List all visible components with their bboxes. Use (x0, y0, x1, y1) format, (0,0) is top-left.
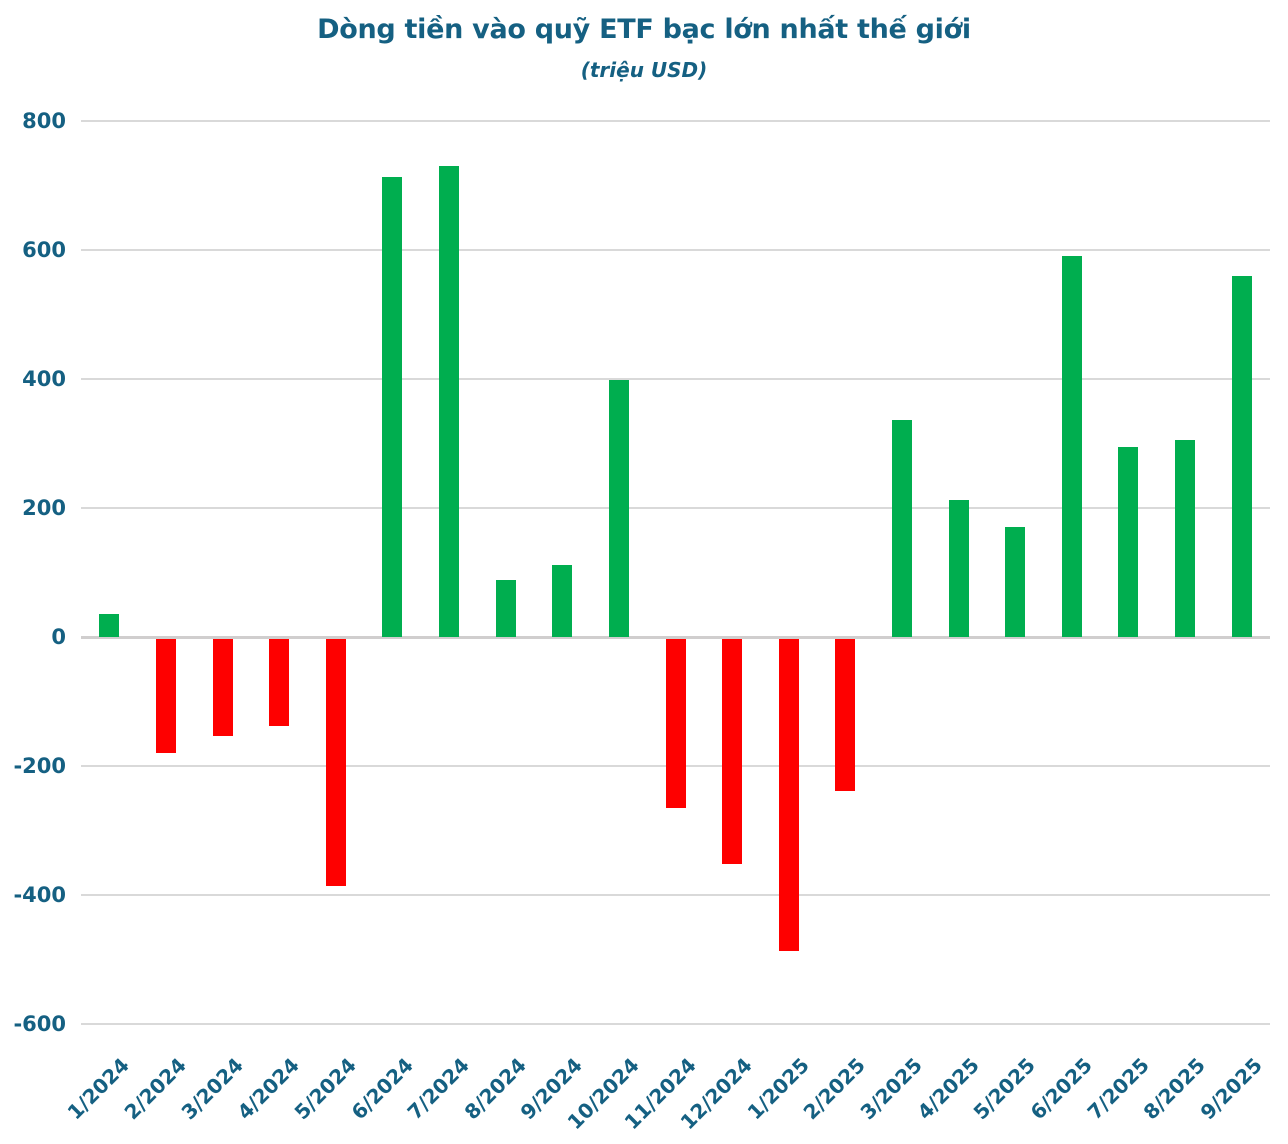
bar-12-2024 (722, 638, 743, 864)
x-axis-category-label: 5/2025 (968, 1053, 1041, 1125)
y-gridline (81, 1023, 1270, 1025)
bar-8-2024 (495, 580, 516, 637)
bar-5-2024 (325, 638, 346, 887)
y-axis-tick-label: -400 (13, 882, 66, 907)
bar-9-2024 (552, 565, 573, 637)
y-axis-tick-label: 400 (22, 366, 66, 391)
y-gridline (81, 507, 1270, 509)
bar-7-2024 (439, 165, 460, 637)
bar-7-2025 (1118, 447, 1139, 637)
bar-5-2025 (1005, 526, 1026, 637)
bar-6-2025 (1061, 256, 1082, 637)
chart-subtitle: (triệu USD) (580, 58, 708, 82)
y-axis-tick-label: -600 (13, 1011, 66, 1036)
x-axis-category-label: 8/2025 (1138, 1053, 1211, 1125)
x-axis-category-label: 5/2024 (289, 1053, 361, 1125)
y-gridline (81, 249, 1270, 251)
x-axis-category-label: 7/2025 (1082, 1053, 1154, 1125)
x-axis-category-label: 4/2024 (232, 1053, 305, 1125)
bar-2-2024 (155, 638, 176, 754)
y-axis-tick-label: 200 (22, 495, 66, 520)
y-axis-tick-label: -200 (13, 753, 66, 778)
bar-2-2025 (835, 638, 856, 791)
y-axis-tick-label: 600 (22, 237, 66, 262)
x-axis-category-label: 6/2024 (346, 1053, 418, 1125)
y-gridline (81, 120, 1270, 122)
x-axis-category-label: 2/2025 (798, 1053, 871, 1125)
bar-1-2025 (778, 638, 799, 951)
bar-1-2024 (99, 614, 120, 637)
x-axis-category-label: 4/2025 (912, 1053, 984, 1125)
y-gridline (81, 894, 1270, 896)
bar-11-2024 (665, 638, 686, 809)
chart-title: Dòng tiền vào quỹ ETF bạc lớn nhất thế g… (317, 14, 971, 45)
x-axis-category-label: 3/2025 (855, 1053, 927, 1125)
x-axis-category-label: 6/2025 (1025, 1053, 1097, 1125)
y-axis-tick-label: 800 (22, 108, 66, 133)
bar-4-2025 (948, 499, 969, 637)
bar-3-2024 (212, 638, 233, 736)
bar-6-2024 (382, 177, 403, 637)
bar-8-2025 (1175, 440, 1196, 637)
y-axis-tick-label: 0 (51, 624, 66, 649)
x-axis-category-label: 1/2024 (62, 1053, 135, 1125)
y-gridline (81, 378, 1270, 380)
x-axis-category-label: 3/2024 (176, 1053, 248, 1125)
bar-9-2025 (1231, 275, 1252, 637)
x-axis-category-label: 9/2025 (1195, 1053, 1267, 1125)
x-axis-category-label: 2/2024 (119, 1053, 191, 1125)
x-axis-category-label: 8/2024 (459, 1053, 531, 1125)
x-axis-category-label: 1/2025 (742, 1053, 814, 1125)
bar-3-2025 (891, 420, 912, 637)
x-axis-category-label: 7/2024 (402, 1053, 475, 1125)
x-axis-zero-line (81, 635, 1270, 639)
bar-4-2024 (269, 638, 290, 726)
bar-10-2024 (608, 380, 629, 637)
